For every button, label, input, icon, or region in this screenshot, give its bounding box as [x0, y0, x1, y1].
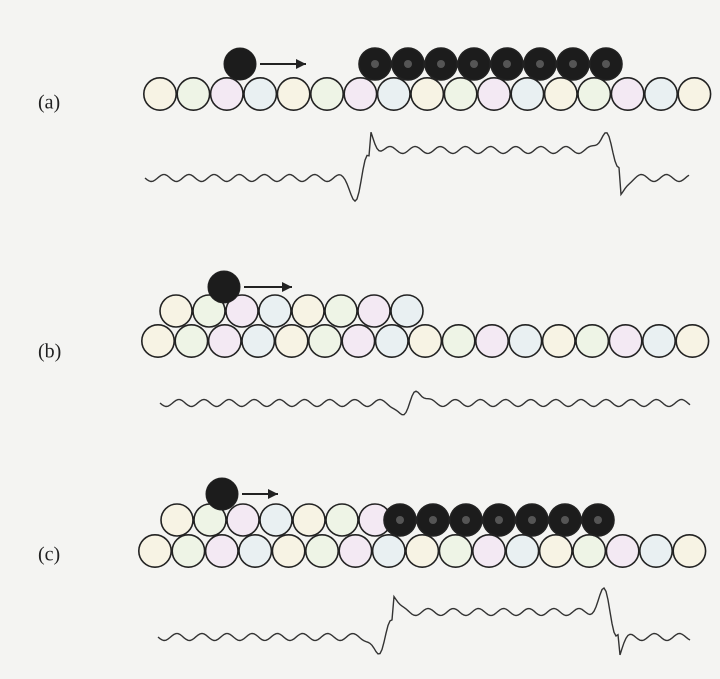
moving-atom [206, 478, 238, 510]
atom [139, 535, 171, 567]
atom [227, 504, 259, 536]
atom [609, 325, 641, 357]
moving-atom [224, 48, 256, 80]
atom [545, 78, 577, 110]
atom [543, 325, 575, 357]
atom [309, 325, 341, 357]
atom [325, 295, 357, 327]
atom [209, 325, 241, 357]
atom [342, 325, 374, 357]
atom-core [470, 60, 478, 68]
atom [292, 295, 324, 327]
atom-core [437, 60, 445, 68]
atom [161, 504, 193, 536]
atom-core [569, 60, 577, 68]
atom [378, 78, 410, 110]
atom [576, 325, 608, 357]
atom [259, 295, 291, 327]
atom-core [495, 516, 503, 524]
atom [406, 535, 438, 567]
atom-core [396, 516, 404, 524]
panel-label: (c) [38, 544, 60, 566]
atom [473, 535, 505, 567]
atom [476, 325, 508, 357]
atom [673, 535, 705, 567]
atom [439, 535, 471, 567]
atom [160, 295, 192, 327]
atom [358, 295, 390, 327]
atom [643, 325, 675, 357]
atom [391, 295, 423, 327]
atom [611, 78, 643, 110]
atom [645, 78, 677, 110]
atom-core [602, 60, 610, 68]
atom-core [371, 60, 379, 68]
panel-label: (b) [38, 341, 61, 363]
atom [244, 78, 276, 110]
atom [409, 325, 441, 357]
atom [506, 535, 538, 567]
atom [211, 78, 243, 110]
atom [411, 78, 443, 110]
atom [175, 325, 207, 357]
atom [339, 535, 371, 567]
atom [509, 325, 541, 357]
atom-core [503, 60, 511, 68]
atom [444, 78, 476, 110]
atom [144, 78, 176, 110]
atom [172, 535, 204, 567]
atom [206, 535, 238, 567]
atom [676, 325, 708, 357]
atom [272, 535, 304, 567]
atom [376, 325, 408, 357]
moving-atom [208, 271, 240, 303]
atom-core [561, 516, 569, 524]
panel-label: (a) [38, 92, 60, 114]
atom [306, 535, 338, 567]
atom [606, 535, 638, 567]
atom [540, 535, 572, 567]
atom [326, 504, 358, 536]
atom [142, 325, 174, 357]
atom [344, 78, 376, 110]
atom-core [536, 60, 544, 68]
atom-core [429, 516, 437, 524]
atom-core [462, 516, 470, 524]
atom [511, 78, 543, 110]
atom [177, 78, 209, 110]
figure: (a) (b) (c) [0, 0, 720, 679]
atom [275, 325, 307, 357]
atom [478, 78, 510, 110]
atom [239, 535, 271, 567]
atom [573, 535, 605, 567]
atom [578, 78, 610, 110]
atom [373, 535, 405, 567]
atom [242, 325, 274, 357]
atom [293, 504, 325, 536]
atom [442, 325, 474, 357]
atom-core [594, 516, 602, 524]
atom [678, 78, 710, 110]
atom-core [404, 60, 412, 68]
atom [260, 504, 292, 536]
atom-core [528, 516, 536, 524]
atom [277, 78, 309, 110]
atom [311, 78, 343, 110]
atom [640, 535, 672, 567]
